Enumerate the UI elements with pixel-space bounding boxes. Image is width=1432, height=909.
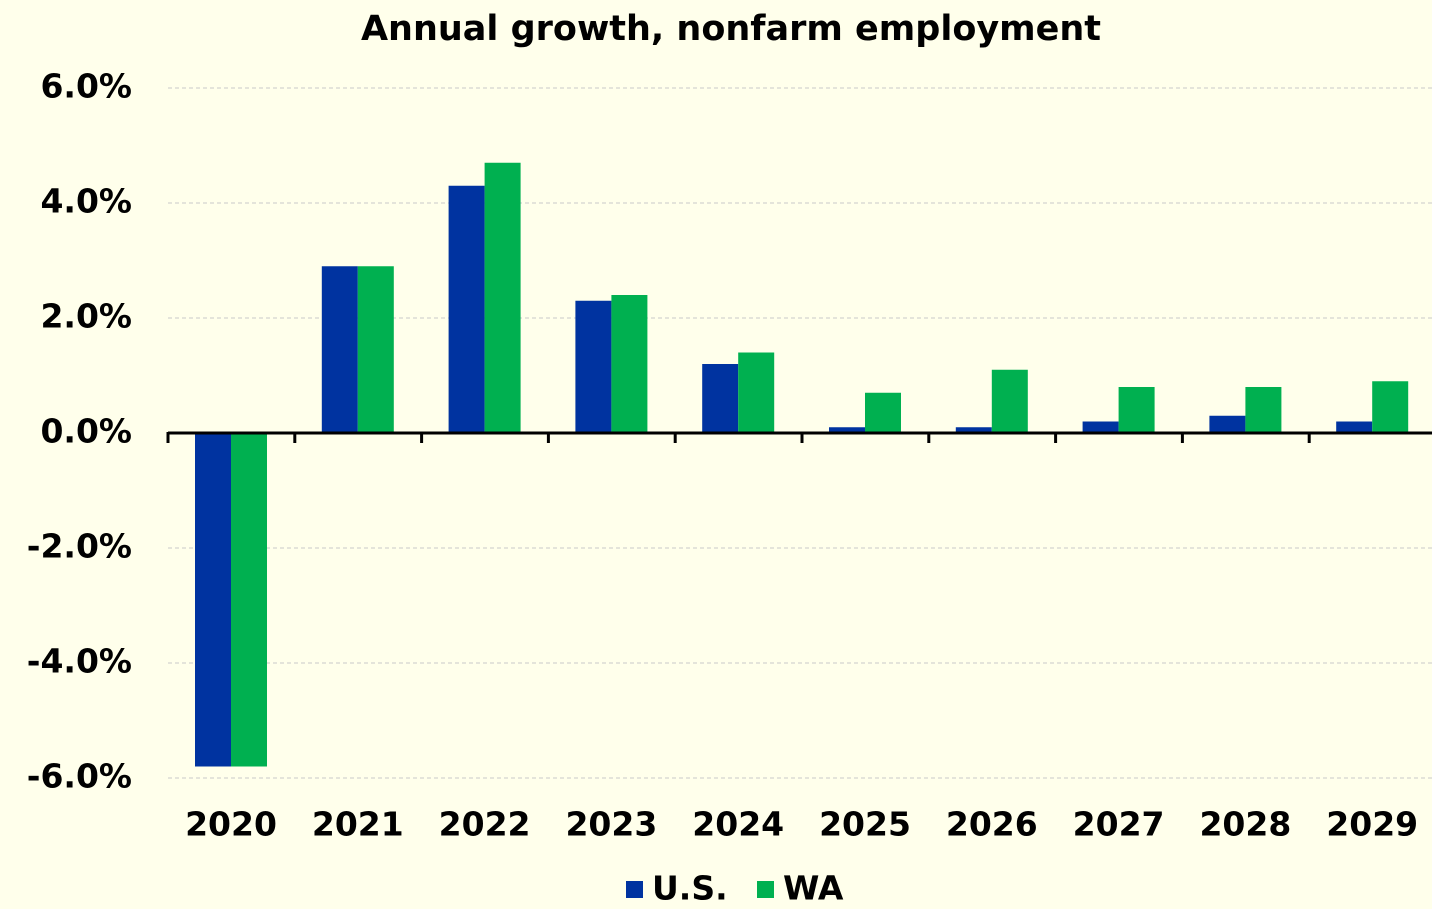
bar xyxy=(991,369,1028,433)
y-tick-label: -2.0% xyxy=(27,527,132,566)
y-tick-label: -6.0% xyxy=(27,757,132,796)
bar xyxy=(484,162,521,433)
x-tick-label: 2027 xyxy=(1073,805,1165,844)
x-tick-label: 2021 xyxy=(312,805,404,844)
bar xyxy=(1209,415,1246,433)
chart-title: Annual growth, nonfarm employment xyxy=(361,9,1101,49)
y-tick-label: -4.0% xyxy=(27,642,132,681)
bar xyxy=(321,266,358,433)
x-tick-label: 2029 xyxy=(1326,805,1418,844)
legend-swatch xyxy=(757,881,774,898)
bar xyxy=(1082,421,1119,433)
bar xyxy=(575,300,612,433)
bar xyxy=(195,433,231,767)
y-tick-label: 0.0% xyxy=(40,412,132,451)
bar xyxy=(1245,387,1282,433)
legend-label: WA xyxy=(783,869,844,908)
bar xyxy=(738,352,775,433)
x-tick-label: 2023 xyxy=(565,805,657,844)
bar xyxy=(1118,387,1155,433)
y-tick-label: 4.0% xyxy=(40,182,132,221)
y-tick-label: 2.0% xyxy=(40,297,132,336)
legend-swatch xyxy=(626,881,643,898)
bar xyxy=(829,427,865,433)
x-tick-label: 2020 xyxy=(185,805,277,844)
bar xyxy=(1372,381,1409,433)
legend-label: U.S. xyxy=(652,869,728,908)
bar xyxy=(865,392,901,433)
bar xyxy=(611,295,648,433)
bar xyxy=(357,266,394,433)
x-tick-label: 2025 xyxy=(819,805,911,844)
bar xyxy=(955,427,992,433)
x-tick-label: 2028 xyxy=(1199,805,1291,844)
bar xyxy=(231,433,267,767)
y-tick-label: 6.0% xyxy=(40,67,132,106)
x-tick-label: 2024 xyxy=(692,805,784,844)
bar xyxy=(702,364,739,433)
x-tick-label: 2022 xyxy=(439,805,531,844)
bar xyxy=(448,185,485,433)
bar xyxy=(1336,421,1373,433)
x-tick-label: 2026 xyxy=(946,805,1038,844)
